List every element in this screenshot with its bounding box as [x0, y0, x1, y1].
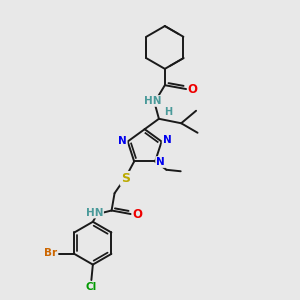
Text: H: H	[164, 107, 172, 117]
Text: HN: HN	[144, 96, 162, 106]
Text: Br: Br	[44, 248, 57, 258]
Text: O: O	[188, 82, 198, 96]
Text: Cl: Cl	[86, 282, 97, 292]
Text: O: O	[132, 208, 142, 220]
Text: HN: HN	[85, 208, 103, 218]
Text: N: N	[163, 135, 171, 145]
Text: S: S	[121, 172, 130, 185]
Text: N: N	[118, 136, 127, 146]
Text: N: N	[156, 157, 165, 167]
